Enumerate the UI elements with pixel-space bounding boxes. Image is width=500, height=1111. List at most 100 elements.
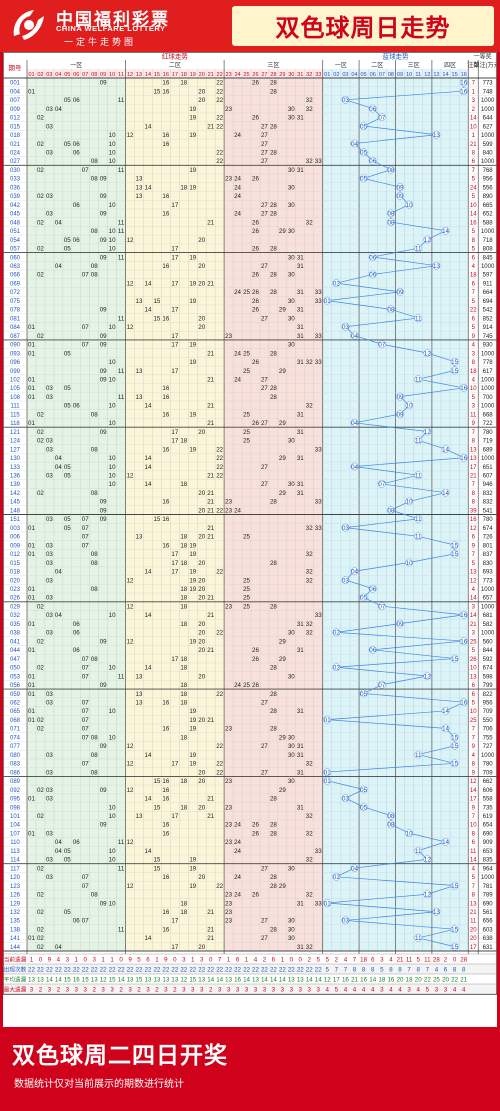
red-ball-mark: 28 bbox=[270, 385, 277, 392]
red-ball-mark: 17 bbox=[171, 429, 178, 436]
stats-red-value: 22 bbox=[162, 966, 169, 973]
blue-ball-mark: 12 bbox=[424, 892, 431, 899]
blue-ball-bg bbox=[441, 838, 450, 846]
red-ball-mark: 22 bbox=[216, 150, 223, 157]
period-label: 118 bbox=[10, 421, 20, 427]
blue-ball-mark: 04 bbox=[351, 464, 358, 471]
red-ball-mark: 31 bbox=[297, 254, 304, 261]
red-ball-mark: 24 bbox=[234, 184, 241, 191]
amount-value: 598 bbox=[483, 674, 494, 680]
blue-number-tick: 14 bbox=[442, 72, 448, 78]
period-label: 132 bbox=[10, 910, 21, 916]
stats-red-value: 3 bbox=[101, 986, 105, 993]
blue-ball-bg bbox=[450, 925, 459, 933]
amount-value: 837 bbox=[483, 552, 494, 558]
blue-ball-bg bbox=[387, 218, 395, 226]
red-ball-mark: 22 bbox=[216, 123, 223, 130]
notes-value: 16 bbox=[470, 220, 477, 226]
blue-number-tick: 15 bbox=[452, 72, 458, 78]
notes-value: 8 bbox=[472, 439, 476, 445]
blue-ball-bg bbox=[450, 759, 459, 768]
stats-blue-value: 4 bbox=[462, 986, 466, 993]
red-ball-mark: 11 bbox=[118, 228, 125, 235]
notes-value: 12 bbox=[470, 578, 477, 584]
blue-ball-bg bbox=[441, 226, 450, 235]
red-ball-mark: 27 bbox=[261, 150, 268, 157]
stats-red-value: 0 bbox=[84, 956, 88, 963]
blue-ball-bg bbox=[396, 183, 404, 191]
blue-number-tick: 06 bbox=[370, 72, 376, 78]
red-ball-mark: 01 bbox=[28, 595, 35, 602]
red-number-tick: 15 bbox=[154, 72, 160, 78]
red-ball-mark: 16 bbox=[162, 141, 169, 148]
blue-ball-bg bbox=[450, 366, 459, 375]
red-ball-mark: 13 bbox=[136, 813, 143, 820]
notes-value: 7 bbox=[472, 735, 476, 741]
stats-red-value: 1 bbox=[155, 956, 159, 963]
period-label: 124 bbox=[10, 439, 21, 445]
red-ball-mark: 10 bbox=[109, 464, 116, 471]
blue-ball-mark: 09 bbox=[397, 621, 404, 628]
red-ball-mark: 26 bbox=[252, 228, 259, 235]
red-ball-mark: 11 bbox=[118, 315, 125, 322]
blue-ball-mark: 15 bbox=[451, 883, 458, 890]
red-number-tick: 19 bbox=[190, 72, 196, 78]
red-ball-mark: 19 bbox=[189, 761, 196, 768]
stats-blue-value: 8 bbox=[462, 966, 466, 973]
red-ball-mark: 26 bbox=[252, 246, 259, 253]
stats-red-value: 1 bbox=[110, 956, 114, 963]
red-ball-mark: 05 bbox=[64, 473, 71, 480]
blue-ball-bg bbox=[414, 471, 423, 480]
blue-ball-bg bbox=[323, 768, 332, 776]
red-ball-mark: 22 bbox=[216, 158, 223, 165]
red-number-tick: 28 bbox=[270, 72, 276, 78]
blue-ball-bg bbox=[432, 130, 441, 139]
period-label: 108 bbox=[10, 395, 21, 401]
blue-ball-mark: 16 bbox=[460, 455, 467, 462]
period-label: 015 bbox=[10, 561, 21, 567]
red-ball-mark: 01 bbox=[28, 691, 35, 698]
stats-red-value: 14 bbox=[270, 976, 277, 983]
red-ball-mark: 32 bbox=[306, 219, 313, 226]
stats-blue-value: 4 bbox=[353, 986, 357, 993]
red-ball-mark: 09 bbox=[100, 787, 107, 794]
blue-ball-mark: 15 bbox=[451, 761, 458, 768]
notes-value: 14 bbox=[470, 858, 477, 864]
red-ball-mark: 01 bbox=[28, 376, 35, 383]
blue-ball-bg bbox=[441, 445, 450, 453]
red-ball-mark: 22 bbox=[216, 761, 223, 768]
amount-value: 561 bbox=[483, 910, 494, 916]
red-ball-mark: 08 bbox=[91, 411, 98, 418]
red-ball-mark: 03 bbox=[46, 612, 53, 619]
stats-red-value: 13 bbox=[297, 976, 304, 983]
red-ball-mark: 10 bbox=[109, 141, 116, 148]
red-ball-mark: 07 bbox=[82, 516, 89, 523]
red-ball-mark: 21 bbox=[207, 123, 214, 130]
notes-value: 7 bbox=[472, 81, 476, 87]
red-ball-mark: 33 bbox=[315, 289, 322, 296]
red-ball-mark: 29 bbox=[279, 490, 286, 497]
red-ball-mark: 19 bbox=[189, 752, 196, 759]
red-ball-mark: 01 bbox=[28, 394, 35, 401]
period-label: 045 bbox=[10, 212, 21, 218]
red-ball-mark: 06 bbox=[73, 647, 80, 654]
blue-ball-mark: 11 bbox=[415, 848, 422, 855]
red-ball-mark: 31 bbox=[297, 647, 304, 654]
blue-ball-bg bbox=[459, 384, 468, 392]
red-ball-mark: 18 bbox=[180, 691, 187, 698]
stats-red-value: 3 bbox=[191, 986, 195, 993]
amount-value: 651 bbox=[483, 465, 494, 471]
trend-chart: 期号红球走势蓝球走势一等奖注数单注(万元)一区二区三区一区二区三区四区01020… bbox=[3, 52, 497, 1027]
logo-english-text: CHINA WELFARE LOTTERY bbox=[56, 24, 166, 33]
stats-red-value: 22 bbox=[28, 966, 35, 973]
red-ball-mark: 28 bbox=[270, 350, 277, 357]
red-ball-mark: 25 bbox=[243, 586, 250, 593]
stats-red-value: 3 bbox=[263, 986, 267, 993]
red-ball-mark: 30 bbox=[288, 167, 295, 174]
stats-red-value: 13 bbox=[288, 976, 295, 983]
red-number-tick: 14 bbox=[145, 72, 151, 78]
red-number-tick: 33 bbox=[315, 72, 321, 78]
red-ball-mark: 20 bbox=[198, 769, 205, 776]
red-ball-mark: 20 bbox=[198, 673, 205, 680]
amount-value: 617 bbox=[483, 369, 494, 375]
